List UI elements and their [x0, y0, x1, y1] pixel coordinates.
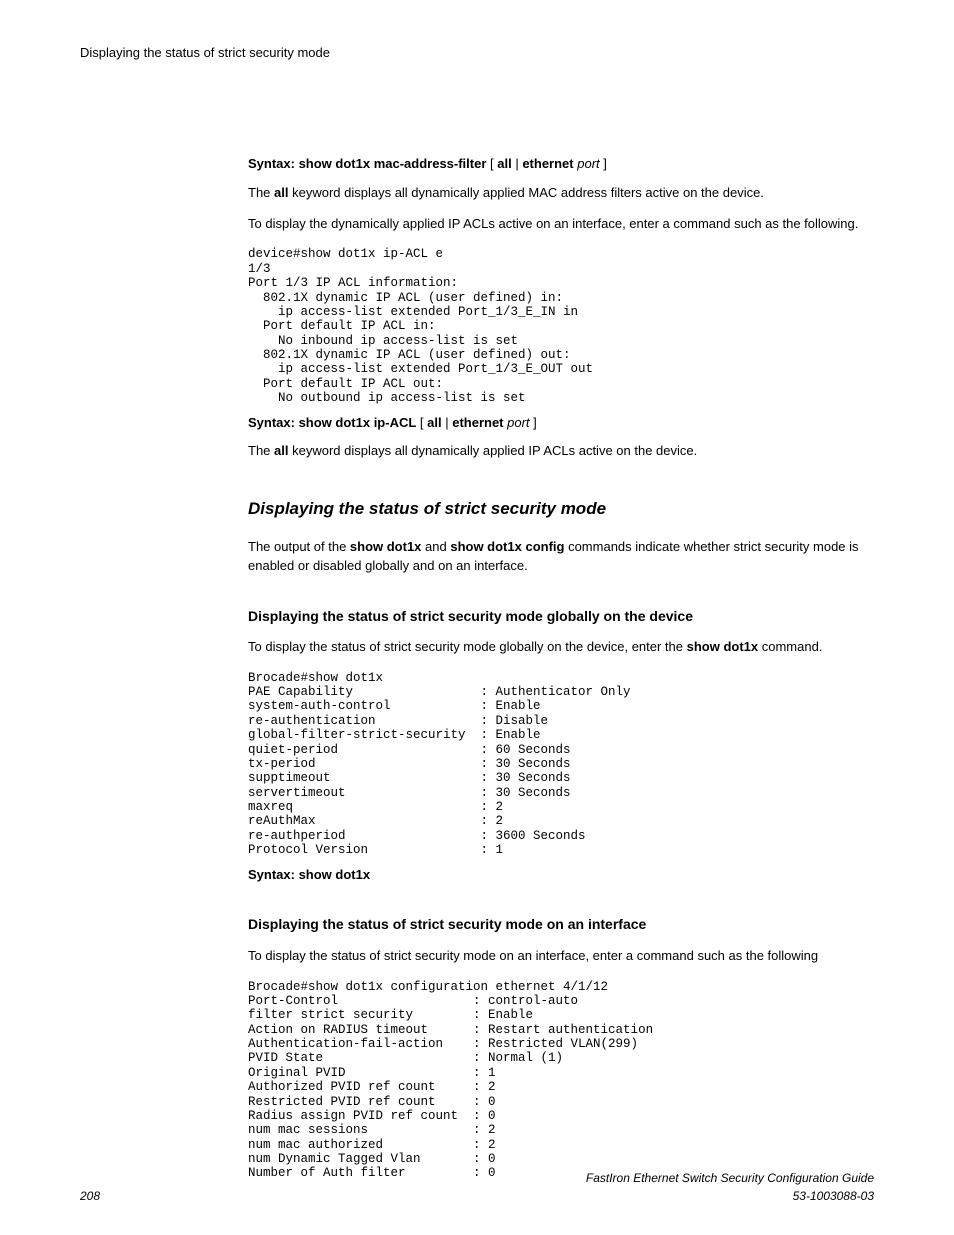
syntax-arg-port: port — [507, 415, 529, 430]
paragraph: To display the status of strict security… — [248, 638, 870, 657]
page-number: 208 — [80, 1188, 100, 1205]
syntax-kw-all: all — [427, 415, 441, 430]
paragraph: The output of the show dot1x and show do… — [248, 538, 870, 576]
section-heading: Displaying the status of strict security… — [248, 497, 870, 522]
text: and — [421, 539, 450, 554]
syntax-show-dot1x: Syntax: show dot1x — [248, 867, 370, 882]
page: Displaying the status of strict security… — [0, 0, 954, 1235]
syntax-kw-ethernet: ethernet — [522, 156, 573, 171]
main-content: Syntax: show dot1x mac-address-filter [ … — [248, 155, 870, 1181]
syntax-kw-ethernet: ethernet — [452, 415, 503, 430]
syntax-line-1: Syntax: show dot1x mac-address-filter [ … — [248, 155, 870, 174]
subsection-heading-global: Displaying the status of strict security… — [248, 606, 870, 626]
paragraph: To display the status of strict security… — [248, 947, 870, 966]
syntax-pipe: | — [512, 156, 523, 171]
text: The output of the — [248, 539, 350, 554]
syntax-arg-port: port — [577, 156, 599, 171]
footer-doc-number: 53-1003088-03 — [586, 1188, 874, 1205]
paragraph: The all keyword displays all dynamically… — [248, 184, 870, 203]
code-block-ip-acl: device#show dot1x ip-ACL e 1/3 Port 1/3 … — [248, 247, 870, 405]
syntax-pipe: | — [442, 415, 453, 430]
cmd-show-dot1x: show dot1x — [687, 639, 759, 654]
syntax-sep: [ — [416, 415, 427, 430]
paragraph: The all keyword displays all dynamically… — [248, 442, 870, 461]
text: To display the status of strict security… — [248, 639, 687, 654]
syntax-close: ] — [600, 156, 607, 171]
syntax-line-3: Syntax: show dot1x — [248, 866, 870, 885]
code-block-show-dot1x-config-eth: Brocade#show dot1x configuration etherne… — [248, 980, 870, 1181]
footer-doc-title: FastIron Ethernet Switch Security Config… — [586, 1170, 874, 1187]
paragraph: To display the dynamically applied IP AC… — [248, 215, 870, 234]
footer-right: FastIron Ethernet Switch Security Config… — [586, 1170, 874, 1205]
syntax-line-2: Syntax: show dot1x ip-ACL [ all | ethern… — [248, 414, 870, 433]
syntax-prefix: Syntax: show dot1x ip-ACL — [248, 415, 416, 430]
syntax-kw-all: all — [497, 156, 511, 171]
text: The — [248, 443, 274, 458]
kw-all: all — [274, 185, 288, 200]
text: The — [248, 185, 274, 200]
page-footer: 208 FastIron Ethernet Switch Security Co… — [80, 1170, 874, 1205]
syntax-sep: [ — [486, 156, 497, 171]
syntax-close: ] — [530, 415, 537, 430]
running-head: Displaying the status of strict security… — [80, 44, 874, 63]
text: keyword displays all dynamically applied… — [288, 443, 697, 458]
cmd-show-dot1x-config: show dot1x config — [450, 539, 564, 554]
text: command. — [758, 639, 822, 654]
code-block-show-dot1x: Brocade#show dot1x PAE Capability : Auth… — [248, 671, 870, 858]
subsection-heading-interface: Displaying the status of strict security… — [248, 914, 870, 934]
cmd-show-dot1x: show dot1x — [350, 539, 422, 554]
text: keyword displays all dynamically applied… — [288, 185, 763, 200]
syntax-prefix: Syntax: show dot1x mac-address-filter — [248, 156, 486, 171]
kw-all: all — [274, 443, 288, 458]
